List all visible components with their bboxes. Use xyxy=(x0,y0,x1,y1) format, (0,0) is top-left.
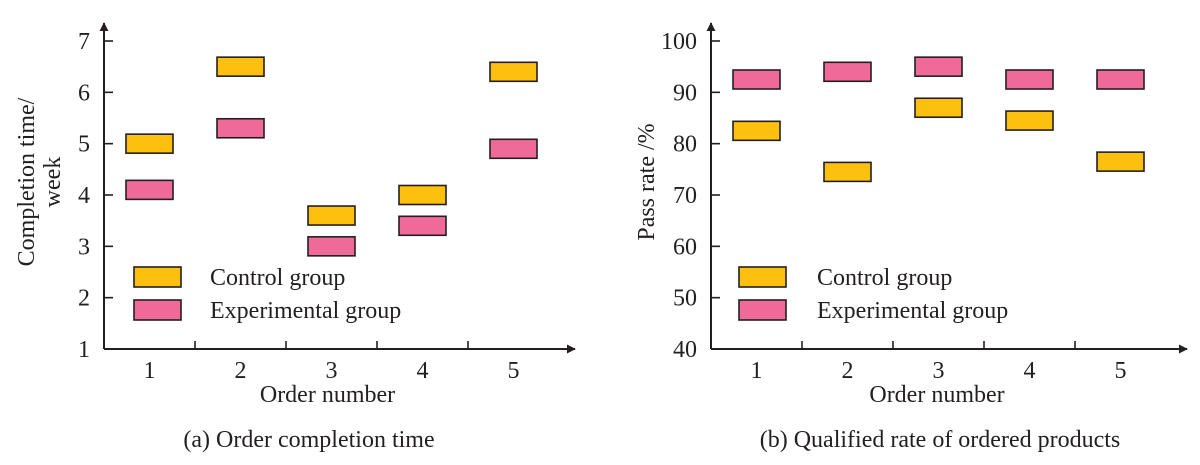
y-tick-label: 100 xyxy=(661,29,697,55)
y-axis-label-line: Completion time/ xyxy=(14,97,40,266)
y-tick-label: 60 xyxy=(673,234,697,260)
experimental-point xyxy=(914,56,963,77)
legend-swatch xyxy=(133,266,182,288)
legend-label: Control group xyxy=(210,265,345,291)
experimental-point xyxy=(489,138,538,160)
x-tick-label: 5 xyxy=(508,358,520,384)
y-axis-label: Pass rate /% xyxy=(634,123,660,240)
y-tick-label: 5 xyxy=(78,132,90,158)
legend-swatch xyxy=(738,299,787,321)
x-tick-label: 1 xyxy=(751,358,763,384)
control-point xyxy=(489,61,538,83)
chart-caption: (b) Qualified rate of ordered products xyxy=(760,427,1121,453)
experimental-point xyxy=(398,215,447,237)
y-tick-label: 2 xyxy=(78,286,90,312)
x-tick-label: 5 xyxy=(1115,358,1127,384)
control-point xyxy=(914,97,963,119)
legend-swatch xyxy=(133,299,182,321)
y-tick-label: 80 xyxy=(673,132,697,158)
experimental-point xyxy=(125,179,174,201)
x-axis-label: Order number xyxy=(869,382,1004,408)
experimental-point xyxy=(1096,69,1145,90)
experimental-point xyxy=(307,236,356,257)
control-point xyxy=(1005,110,1054,131)
control-point xyxy=(732,120,781,142)
experimental-point xyxy=(823,61,872,83)
x-tick-label: 1 xyxy=(144,358,156,384)
y-tick-label: 7 xyxy=(78,29,90,55)
experimental-point xyxy=(216,117,265,139)
control-point xyxy=(307,205,356,226)
legend-label: Experimental group xyxy=(817,298,1008,324)
y-tick-label: 70 xyxy=(673,183,697,209)
x-tick-label: 4 xyxy=(417,358,429,384)
control-point xyxy=(398,184,447,206)
experimental-point xyxy=(1005,69,1054,90)
y-axis-label: Completion time/week xyxy=(14,97,66,266)
x-tick-label: 3 xyxy=(933,358,945,384)
chart-qualified-rate: 40 50 60 70 80 90 100 1 2 3 4 5 Control group Experim… xyxy=(634,22,1188,453)
y-axis-label-line: week xyxy=(40,157,66,208)
control-point xyxy=(216,56,265,77)
y-tick-label: 40 xyxy=(673,337,697,363)
y-tick-label: 50 xyxy=(673,286,697,312)
y-tick-label: 1 xyxy=(78,337,90,363)
y-tick-label: 90 xyxy=(673,80,697,106)
y-tick-label: 4 xyxy=(78,183,90,209)
y-axis-label-line: Pass rate /% xyxy=(634,123,660,240)
x-tick-label: 4 xyxy=(1024,358,1036,384)
x-tick-label: 3 xyxy=(326,358,338,384)
control-point xyxy=(823,161,872,183)
y-tick-label: 6 xyxy=(78,80,90,106)
control-point xyxy=(1096,151,1145,172)
y-tick-label: 3 xyxy=(78,234,90,260)
x-axis-label: Order number xyxy=(260,382,395,408)
x-tick-label: 2 xyxy=(842,358,854,384)
legend-label: Control group xyxy=(817,265,952,291)
chart-order-completion-time: 1 2 3 4 5 6 7 1 2 3 4 5 Control group Experimental gr… xyxy=(14,22,576,453)
legend-label: Experimental group xyxy=(210,298,401,324)
x-tick-label: 2 xyxy=(235,358,247,384)
chart-caption: (a) Order completion time xyxy=(183,427,434,453)
control-point xyxy=(125,133,174,154)
legend-swatch xyxy=(738,266,787,288)
experimental-point xyxy=(732,69,781,90)
